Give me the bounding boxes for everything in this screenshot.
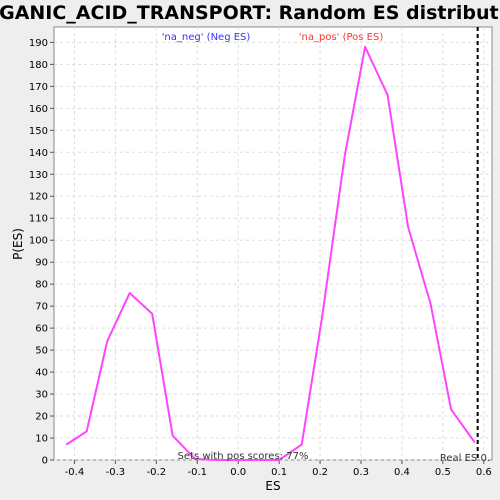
grid-lines — [54, 27, 492, 461]
y-tick-label: 190 — [29, 38, 48, 49]
y-tick-label: 0 — [42, 456, 48, 467]
x-tick-label: 0.1 — [271, 467, 287, 478]
real-es-label: Real ES 0. — [440, 453, 490, 464]
y-axis-label: P(ES) — [11, 228, 25, 260]
plot-area — [53, 26, 493, 461]
y-tick-label: 60 — [35, 324, 48, 335]
x-axis: -0.4 -0.3 -0.2 -0.1 0.0 0.1 0.2 0.3 0.4 0.5 0.6 — [65, 460, 492, 478]
y-tick-label: 50 — [35, 346, 48, 357]
y-tick-label: 180 — [29, 60, 48, 71]
y-tick-label: 30 — [35, 390, 48, 401]
es-distribution-line — [65, 45, 476, 461]
x-tick-label: -0.1 — [188, 467, 208, 478]
y-tick-label: 120 — [29, 192, 48, 203]
x-tick-label: -0.3 — [106, 467, 126, 478]
y-tick-label: 90 — [35, 258, 48, 269]
x-axis-label: ES — [265, 479, 280, 493]
y-tick-label: 100 — [29, 236, 48, 247]
x-tick-label: 0.2 — [312, 467, 328, 478]
y-axis: 0 10 20 30 40 50 60 70 80 90 100 110 120 130 140 150 160… — [29, 38, 54, 467]
x-tick-label: 0.4 — [394, 467, 410, 478]
y-tick-label: 10 — [35, 434, 48, 445]
legend-pos: 'na_pos' (Pos ES) — [299, 32, 384, 43]
y-tick-label: 170 — [29, 82, 48, 93]
x-tick-label: 0.5 — [435, 467, 451, 478]
y-tick-label: 70 — [35, 302, 48, 313]
y-tick-label: 130 — [29, 170, 48, 181]
y-tick-label: 40 — [35, 368, 48, 379]
legend-neg: 'na_neg' (Neg ES) — [162, 32, 251, 43]
y-tick-label: 140 — [29, 148, 48, 159]
pos-scores-annotation: Sets with pos scores: 77% — [178, 451, 309, 462]
chart-title: ORGANIC_ACID_TRANSPORT: Random ES distri… — [0, 2, 500, 24]
x-tick-label: -0.4 — [65, 467, 85, 478]
y-tick-label: 20 — [35, 412, 48, 423]
x-tick-label: -0.2 — [147, 467, 167, 478]
x-tick-label: 0.6 — [476, 467, 492, 478]
y-tick-label: 80 — [35, 280, 48, 291]
series-group — [65, 45, 476, 461]
y-tick-label: 150 — [29, 126, 48, 137]
y-tick-label: 110 — [29, 214, 48, 225]
x-tick-label: 0.0 — [230, 467, 246, 478]
y-tick-label: 160 — [29, 104, 48, 115]
x-tick-label: 0.3 — [353, 467, 369, 478]
